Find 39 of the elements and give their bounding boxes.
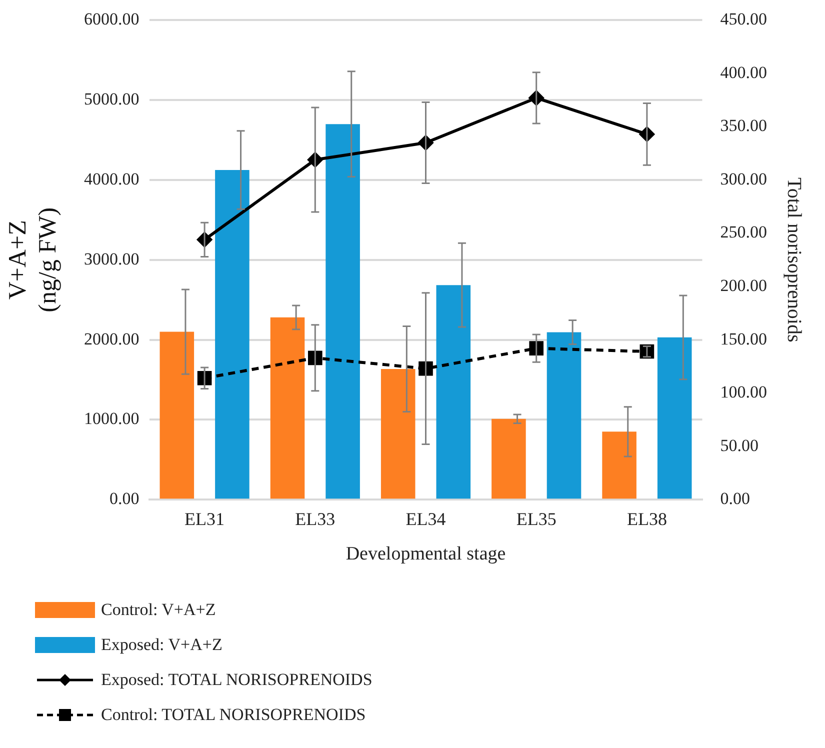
y2-tick-label: 450.00 <box>720 10 767 29</box>
x-tick-label: EL31 <box>184 509 225 530</box>
y-tick-label: 6000.00 <box>84 10 140 29</box>
y2-tick-label: 50.00 <box>720 436 758 455</box>
y2-axis-title: Total norisoprenoids <box>782 178 805 342</box>
y2-tick-label: 100.00 <box>720 382 767 402</box>
bar <box>492 418 526 499</box>
bar <box>326 124 360 499</box>
bar <box>380 368 416 499</box>
x-tick-label: EL38 <box>626 509 667 530</box>
y2-tick-label: 250.00 <box>720 222 767 242</box>
bar <box>270 317 305 499</box>
y-tick-label: 3000.00 <box>84 249 140 268</box>
bar <box>546 332 582 499</box>
x-tick-label: EL33 <box>295 509 336 530</box>
y2-tick-label: 300.00 <box>720 169 767 188</box>
y2-tick-label: 150.00 <box>720 329 767 348</box>
x-tick-label: EL35 <box>516 509 556 530</box>
x-tick-label: EL34 <box>406 509 446 530</box>
bar <box>602 432 636 499</box>
bar <box>215 170 250 499</box>
y2-tick-label: 200.00 <box>720 276 767 295</box>
x-axis-title: Developmental stage <box>346 544 506 565</box>
y-tick-label: 4000.00 <box>84 169 140 188</box>
legend-label: Control: V+A+Z <box>101 600 216 620</box>
y2-tick-label: 0.00 <box>720 489 750 508</box>
bar <box>436 285 471 499</box>
y-tick-label: 1000.00 <box>84 409 140 428</box>
y-tick-label: 5000.00 <box>84 90 140 109</box>
y2-tick-label: 350.00 <box>720 116 767 136</box>
y2-tick-label: 400.00 <box>720 62 767 82</box>
legend-label: Control: TOTAL NORISOPRENOIDS <box>101 704 366 724</box>
y-axis-title: V+A+Z (ng/g FW) <box>4 207 62 312</box>
bar <box>657 337 692 499</box>
y-tick-label: 2000.00 <box>84 329 140 348</box>
legend-label: Exposed: TOTAL NORISOPRENOIDS <box>101 670 372 690</box>
bar <box>160 332 194 499</box>
legend-label: Exposed: V+A+Z <box>101 634 222 654</box>
y-tick-label: 0.00 <box>110 489 140 508</box>
